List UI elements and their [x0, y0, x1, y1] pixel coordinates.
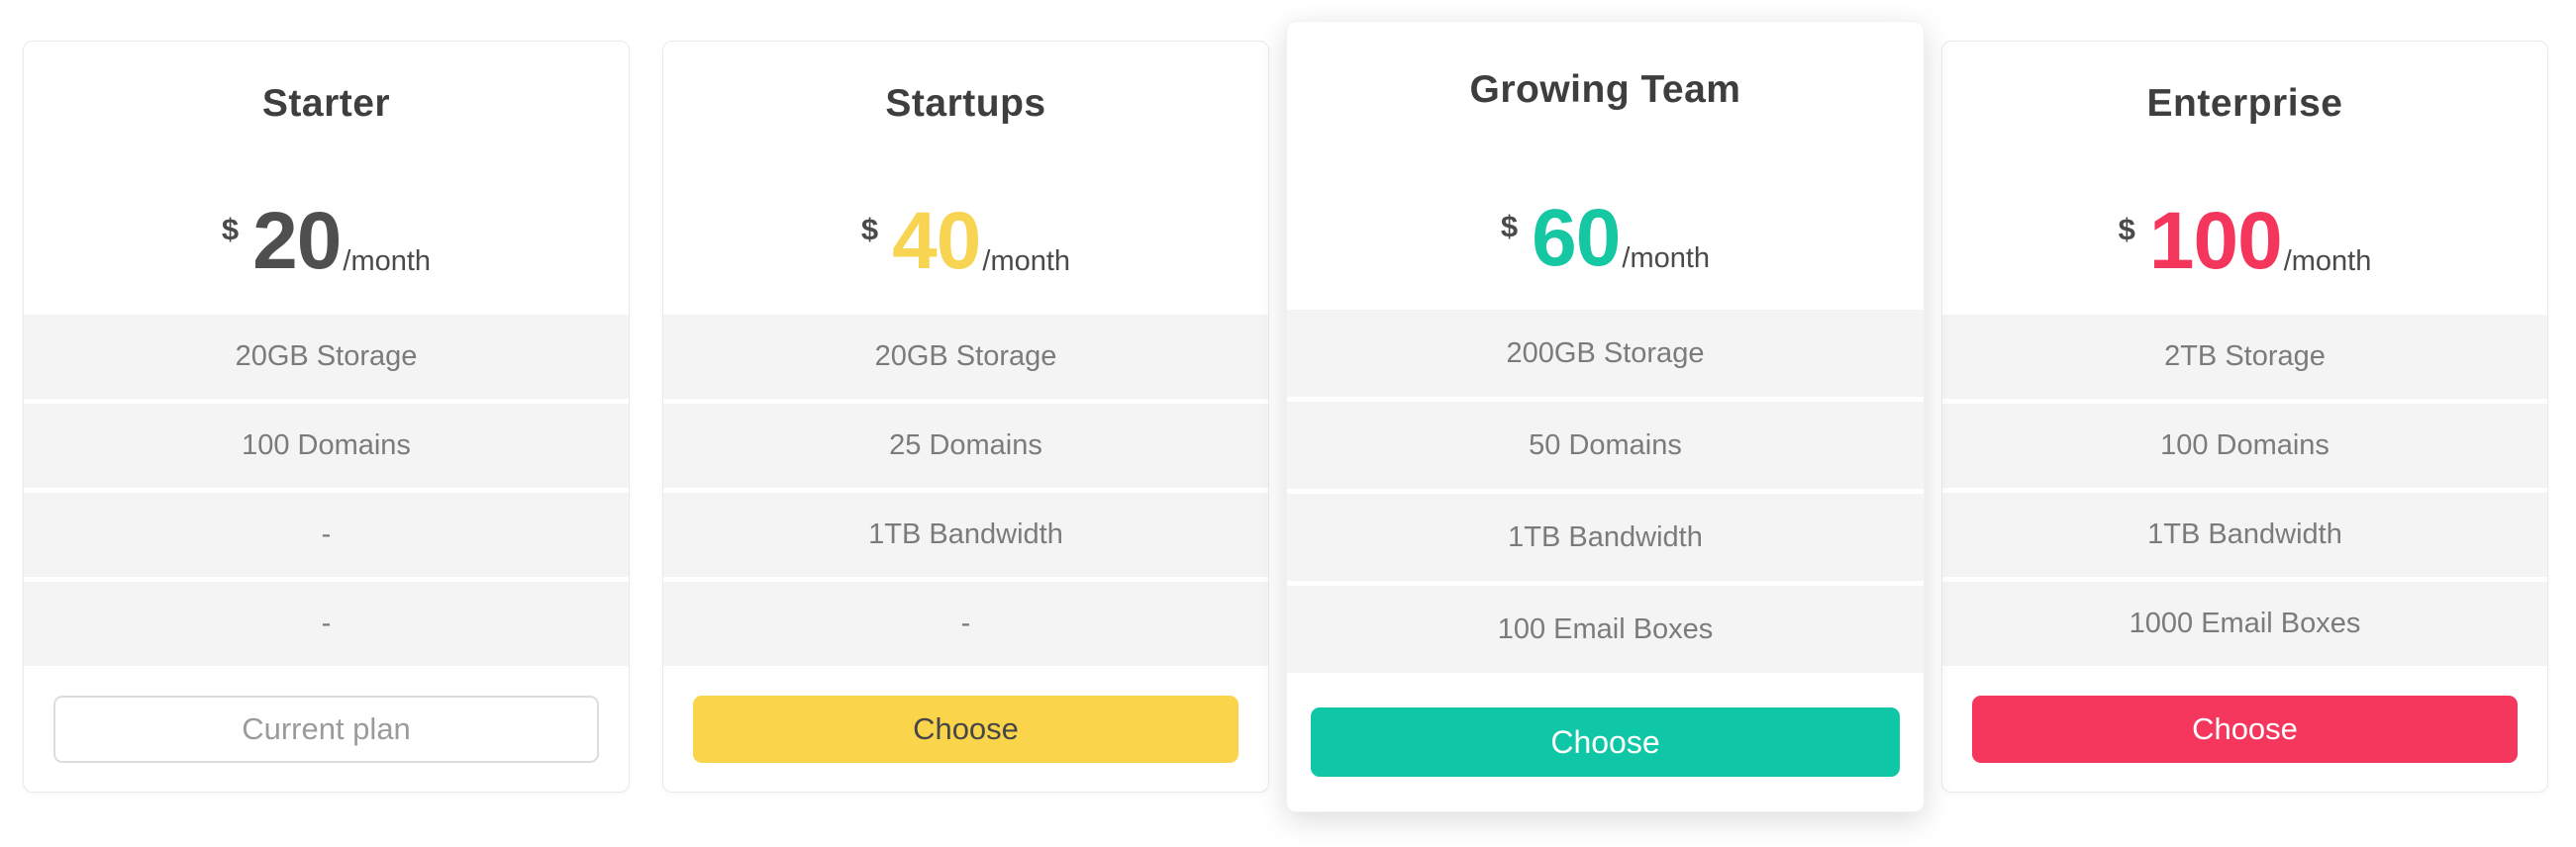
pricing-card-starter: Starter $ 20 /month 20GB Storage 100 Dom… — [23, 41, 630, 793]
feature-list: 2TB Storage 100 Domains 1TB Bandwidth 10… — [1942, 315, 2547, 666]
feature-list: 20GB Storage 25 Domains 1TB Bandwidth - — [663, 315, 1268, 666]
choose-button-growing-team[interactable]: Choose — [1311, 707, 1900, 777]
price-amount: 60 — [1532, 193, 1621, 283]
price-period: /month — [343, 245, 432, 277]
pricing-table: Starter $ 20 /month 20GB Storage 100 Dom… — [23, 21, 2553, 812]
choose-button-enterprise[interactable]: Choose — [1972, 695, 2518, 763]
plan-price: $ 100 /month — [2118, 196, 2372, 286]
card-header: Starter $ 20 /month — [24, 42, 629, 315]
card-footer: Choose — [1287, 673, 1924, 811]
feature-item: 25 Domains — [663, 404, 1268, 488]
card-header: Enterprise $ 100 /month — [1942, 42, 2547, 315]
price-amount: 100 — [2148, 196, 2283, 286]
feature-item: 50 Domains — [1287, 402, 1924, 489]
price-amount: 20 — [252, 196, 342, 286]
card-footer: Choose — [1942, 666, 2547, 792]
feature-item: 100 Domains — [1942, 404, 2547, 488]
feature-item: 100 Domains — [24, 404, 629, 488]
plan-price: $ 40 /month — [860, 196, 1070, 286]
card-footer: Current plan — [24, 666, 629, 792]
feature-item: - — [24, 493, 629, 577]
currency-symbol: $ — [221, 212, 240, 246]
currency-symbol: $ — [1500, 209, 1519, 243]
feature-item: - — [24, 582, 629, 666]
plan-title: Startups — [885, 82, 1046, 125]
card-header: Startups $ 40 /month — [663, 42, 1268, 315]
current-plan-button[interactable]: Current plan — [53, 695, 599, 763]
feature-item: - — [663, 582, 1268, 666]
feature-item: 20GB Storage — [24, 315, 629, 399]
feature-item: 20GB Storage — [663, 315, 1268, 399]
feature-item: 1TB Bandwidth — [1942, 493, 2547, 577]
feature-list: 20GB Storage 100 Domains - - — [24, 315, 629, 666]
price-amount: 40 — [892, 196, 981, 286]
plan-title: Growing Team — [1469, 68, 1741, 111]
price-period: /month — [1622, 242, 1711, 274]
pricing-card-growing-team: Growing Team $ 60 /month 200GB Storage 5… — [1286, 21, 1925, 812]
pricing-card-startups: Startups $ 40 /month 20GB Storage 25 Dom… — [662, 41, 1269, 793]
card-footer: Choose — [663, 666, 1268, 792]
choose-button-startups[interactable]: Choose — [693, 695, 1238, 763]
feature-item: 2TB Storage — [1942, 315, 2547, 399]
feature-item: 100 Email Boxes — [1287, 586, 1924, 673]
currency-symbol: $ — [2118, 212, 2135, 246]
plan-title: Starter — [261, 82, 391, 125]
feature-item: 1000 Email Boxes — [1942, 582, 2547, 666]
plan-title: Enterprise — [2146, 82, 2343, 125]
plan-price: $ 20 /month — [221, 196, 431, 286]
feature-item: 1TB Bandwidth — [663, 493, 1268, 577]
feature-list: 200GB Storage 50 Domains 1TB Bandwidth 1… — [1287, 310, 1924, 673]
card-header: Growing Team $ 60 /month — [1287, 22, 1924, 310]
feature-item: 1TB Bandwidth — [1287, 494, 1924, 581]
price-period: /month — [2283, 245, 2372, 277]
currency-symbol: $ — [860, 212, 879, 246]
plan-price: $ 60 /month — [1500, 193, 1710, 283]
price-period: /month — [982, 245, 1071, 277]
pricing-card-enterprise: Enterprise $ 100 /month 2TB Storage 100 … — [1941, 41, 2548, 793]
feature-item: 200GB Storage — [1287, 310, 1924, 397]
